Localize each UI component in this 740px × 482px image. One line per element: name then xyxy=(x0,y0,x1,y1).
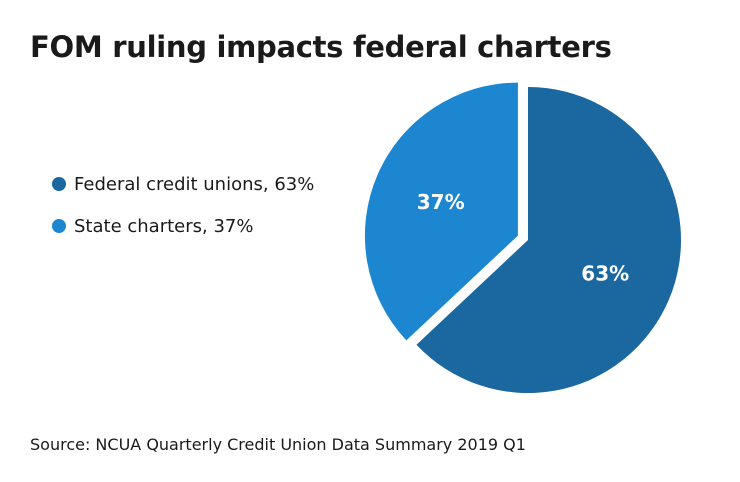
data-label-state: 37% xyxy=(417,190,465,214)
legend-swatch-federal xyxy=(52,177,66,191)
source-note: Source: NCUA Quarterly Credit Union Data… xyxy=(30,435,526,454)
pie-slice-state xyxy=(364,82,518,341)
legend-label-federal: Federal credit unions, 63% xyxy=(74,173,315,195)
data-label-federal: 63% xyxy=(581,261,629,285)
legend-item-federal: Federal credit unions, 63% xyxy=(52,170,314,198)
chart-title: FOM ruling impacts federal charters xyxy=(30,30,612,64)
legend-swatch-state xyxy=(52,219,66,233)
pie-slice-federal xyxy=(416,87,681,394)
legend: Federal credit unions, 63% State charter… xyxy=(52,170,314,254)
legend-item-state: State charters, 37% xyxy=(52,212,314,240)
legend-label-state: State charters, 37% xyxy=(74,215,254,237)
